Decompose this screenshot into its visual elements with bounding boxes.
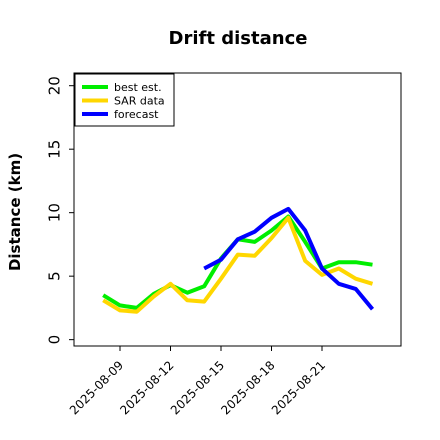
- y-tick-label: 5: [45, 271, 63, 281]
- plot-area-frame: [73, 72, 402, 347]
- y-tick-label: 15: [45, 140, 63, 159]
- series-line-best-est: [102, 214, 373, 310]
- y-axis-label: Distance (km): [6, 153, 24, 271]
- series-line-forecast: [203, 206, 375, 311]
- legend-label: best est.: [114, 81, 162, 94]
- y-axis: 0 5 10 15 20: [45, 76, 74, 344]
- x-axis: 2025-08-092025-08-122025-08-152025-08-18…: [67, 346, 328, 417]
- y-tick-label: 20: [45, 76, 63, 95]
- legend-label: SAR data: [114, 95, 165, 108]
- y-tick-label: 10: [45, 203, 63, 222]
- chart-title: Drift distance: [169, 28, 308, 49]
- legend-label: forecast: [114, 108, 159, 121]
- y-tick-label: 0: [45, 335, 63, 345]
- series-layer: [102, 206, 375, 314]
- x-tick-label: 2025-08-21: [269, 358, 328, 417]
